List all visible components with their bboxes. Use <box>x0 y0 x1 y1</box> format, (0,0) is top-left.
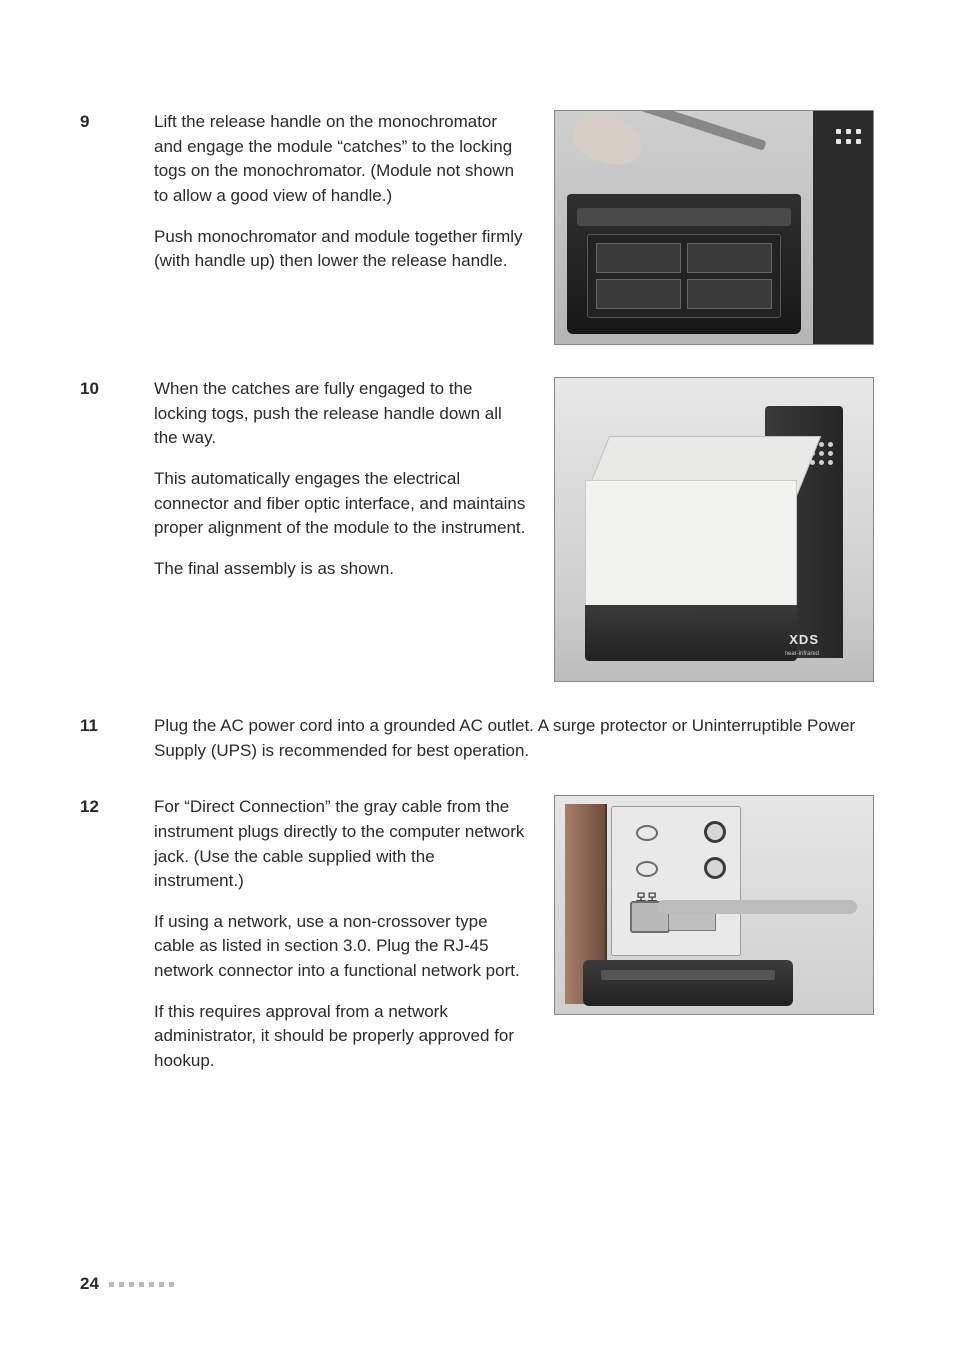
step-paragraph: Plug the AC power cord into a grounded A… <box>154 714 864 763</box>
step-number: 9 <box>80 110 126 345</box>
step-paragraph: For “Direct Connection” the gray cable f… <box>154 795 526 894</box>
page-number: 24 <box>80 1274 99 1294</box>
figure-label-sub: near-infrared <box>785 651 819 657</box>
step-number: 11 <box>80 714 126 763</box>
figure-network-connector: 모모 <box>554 795 874 1015</box>
figure-column <box>554 110 874 345</box>
step-paragraph: When the catches are fully engaged to th… <box>154 377 526 451</box>
step-body: For “Direct Connection” the gray cable f… <box>154 795 526 1073</box>
page: 9 Lift the release handle on the monochr… <box>0 0 954 1350</box>
footer-dots <box>109 1282 174 1287</box>
figure-column: Rapid Content Analyzer XDS near-infrared <box>554 377 874 682</box>
step-body: When the catches are fully engaged to th… <box>154 377 526 682</box>
step-paragraph: The final assembly is as shown. <box>154 557 526 582</box>
step-paragraph: If this requires approval from a network… <box>154 1000 526 1074</box>
step-paragraph: If using a network, use a non-crossover … <box>154 910 526 984</box>
figure-monochromator-handle <box>554 110 874 345</box>
step-row: 9 Lift the release handle on the monochr… <box>80 110 874 345</box>
step-body: Plug the AC power cord into a grounded A… <box>154 714 874 763</box>
step-row: 10 When the catches are fully engaged to… <box>80 377 874 682</box>
step-paragraph: Lift the release handle on the monochrom… <box>154 110 526 209</box>
figure-label-primary: Rapid Content Analyzer <box>603 606 697 615</box>
step-number: 12 <box>80 795 126 1073</box>
step-row: 12 For “Direct Connection” the gray cabl… <box>80 795 874 1073</box>
figure-column: 모모 <box>554 795 874 1073</box>
step-number: 10 <box>80 377 126 682</box>
step-paragraph: This automatically engages the electrica… <box>154 467 526 541</box>
step-paragraph: Push monochromator and module together f… <box>154 225 526 274</box>
page-footer: 24 <box>80 1274 174 1294</box>
step-row: 11 Plug the AC power cord into a grounde… <box>80 714 874 763</box>
step-body: Lift the release handle on the monochrom… <box>154 110 526 345</box>
figure-label-brand: XDS <box>789 632 819 647</box>
figure-assembled-instrument: Rapid Content Analyzer XDS near-infrared <box>554 377 874 682</box>
